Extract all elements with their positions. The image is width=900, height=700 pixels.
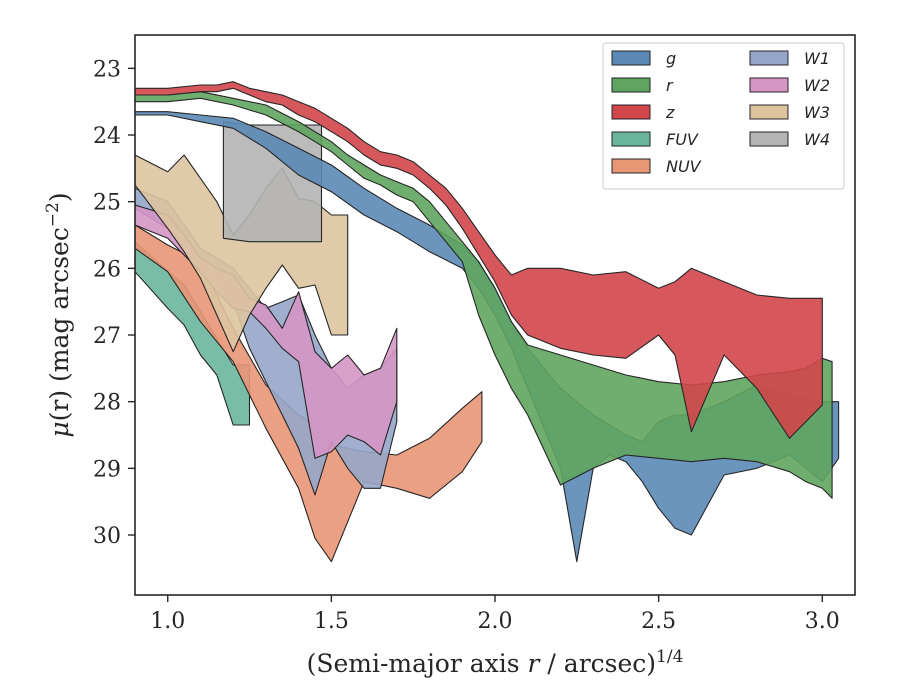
legend-label-w3: W3	[804, 103, 830, 122]
legend-label-w4: W4	[804, 130, 830, 149]
series-bands	[135, 81, 840, 563]
legend-label-z: z	[665, 103, 675, 122]
x-tick-label: 1.5	[314, 609, 349, 634]
legend: grz FUV NUV W1 W2 W3 W4	[602, 42, 845, 190]
x-axis-label: (Semi-major axis r / arcsec)1/4	[307, 647, 684, 678]
legend-swatch-g	[611, 50, 651, 66]
y-axis: 23 24 25 26 27 28 29 30	[93, 57, 135, 549]
legend-swatch-nuv	[611, 158, 651, 174]
x-tick-label: 2.5	[641, 609, 676, 634]
legend-swatch-z	[611, 104, 651, 120]
legend-label-nuv: NUV	[666, 157, 702, 176]
series-band-z	[135, 81, 823, 439]
legend-label-r: r	[666, 76, 674, 95]
x-tick-label: 3.0	[805, 609, 840, 634]
legend-label-w1: W1	[804, 49, 830, 68]
legend-label-g: g	[666, 49, 676, 68]
legend-swatch-w2	[749, 77, 789, 93]
y-tick-label: 24	[93, 124, 121, 149]
y-tick-label: 23	[93, 57, 121, 82]
x-tick-label: 2.0	[478, 609, 513, 634]
y-tick-label: 29	[93, 457, 121, 482]
legend-swatch-w1	[749, 50, 789, 66]
legend-label-w2: W2	[804, 76, 830, 95]
y-tick-label: 27	[93, 324, 121, 349]
y-axis-label: μ(r) (mag arcsec−2)	[43, 192, 74, 437]
x-axis: 1.0 1.5 2.0 2.5 3.0	[150, 595, 840, 634]
legend-swatch-w4	[749, 131, 789, 147]
legend-swatch-w3	[749, 104, 789, 120]
legend-label-fuv: FUV	[666, 130, 699, 149]
y-tick-label: 26	[93, 257, 121, 282]
x-tick-label: 1.0	[150, 609, 185, 634]
legend-swatch-r	[611, 77, 651, 93]
y-tick-label: 30	[93, 524, 121, 549]
y-tick-label: 25	[93, 191, 121, 216]
legend-swatch-fuv	[611, 131, 651, 147]
y-tick-label: 28	[93, 391, 121, 416]
series-band-r	[135, 91, 833, 499]
